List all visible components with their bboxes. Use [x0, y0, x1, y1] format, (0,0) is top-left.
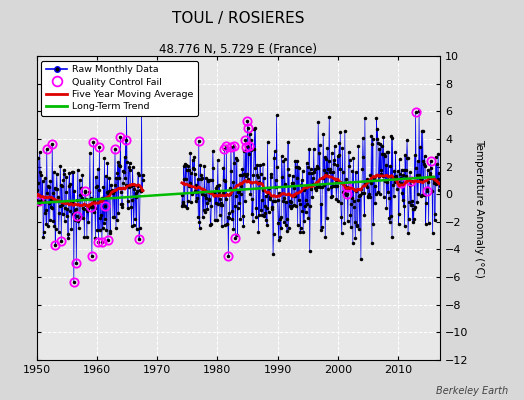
- Legend: Raw Monthly Data, Quality Control Fail, Five Year Moving Average, Long-Term Tren: Raw Monthly Data, Quality Control Fail, …: [41, 61, 198, 116]
- Text: TOUL / ROSIERES: TOUL / ROSIERES: [172, 11, 304, 26]
- Y-axis label: Temperature Anomaly (°C): Temperature Anomaly (°C): [474, 138, 484, 278]
- Text: Berkeley Earth: Berkeley Earth: [436, 386, 508, 396]
- Title: 48.776 N, 5.729 E (France): 48.776 N, 5.729 E (France): [159, 43, 318, 56]
